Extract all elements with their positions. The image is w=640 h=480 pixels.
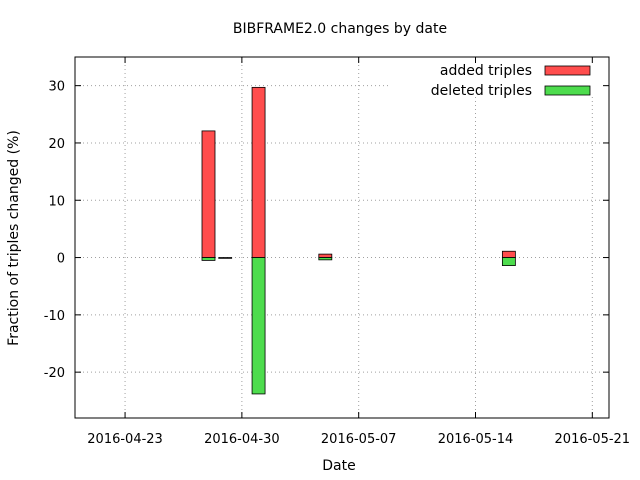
deleted-bar xyxy=(201,257,216,261)
x-tick-label: 2016-04-23 xyxy=(87,432,163,447)
y-tick-label: 30 xyxy=(48,80,65,95)
y-axis-label: Fraction of triples changed (%) xyxy=(6,130,22,346)
added-bar xyxy=(251,86,266,258)
legend-swatch xyxy=(544,65,591,76)
legend-label: deleted triples xyxy=(431,83,532,99)
deleted-bar xyxy=(318,257,333,261)
legend-label: added triples xyxy=(440,63,532,79)
x-axis-label: Date xyxy=(322,458,355,474)
y-tick-label: 10 xyxy=(48,194,65,209)
bars xyxy=(201,86,516,395)
added-bar xyxy=(501,250,516,258)
ticks: -20 -10 0 10 20 30 2016-04-23 2016-04-30 2016-05… xyxy=(44,57,630,447)
y-tick-label: 0 xyxy=(57,252,65,267)
x-tick-label: 2016-04-30 xyxy=(204,432,280,447)
x-tick-label: 2016-05-07 xyxy=(321,432,397,447)
x-tick-label: 2016-05-21 xyxy=(555,432,631,447)
y-tick-label: -20 xyxy=(44,366,65,381)
y-tick-label: 20 xyxy=(48,137,65,152)
x-tick-label: 2016-05-14 xyxy=(438,432,514,447)
y-tick-label: -10 xyxy=(44,309,65,324)
chart-title: BIBFRAME2.0 changes by date xyxy=(233,21,447,37)
deleted-bar xyxy=(251,257,266,395)
deleted-bar xyxy=(501,257,516,266)
added-bar xyxy=(201,130,216,258)
legend-swatch xyxy=(544,85,591,96)
legend: added triples deleted triples xyxy=(431,63,591,99)
grid xyxy=(75,57,609,418)
deleted-bar xyxy=(218,257,233,259)
added-bar xyxy=(318,253,333,258)
plot-frame xyxy=(74,56,610,419)
